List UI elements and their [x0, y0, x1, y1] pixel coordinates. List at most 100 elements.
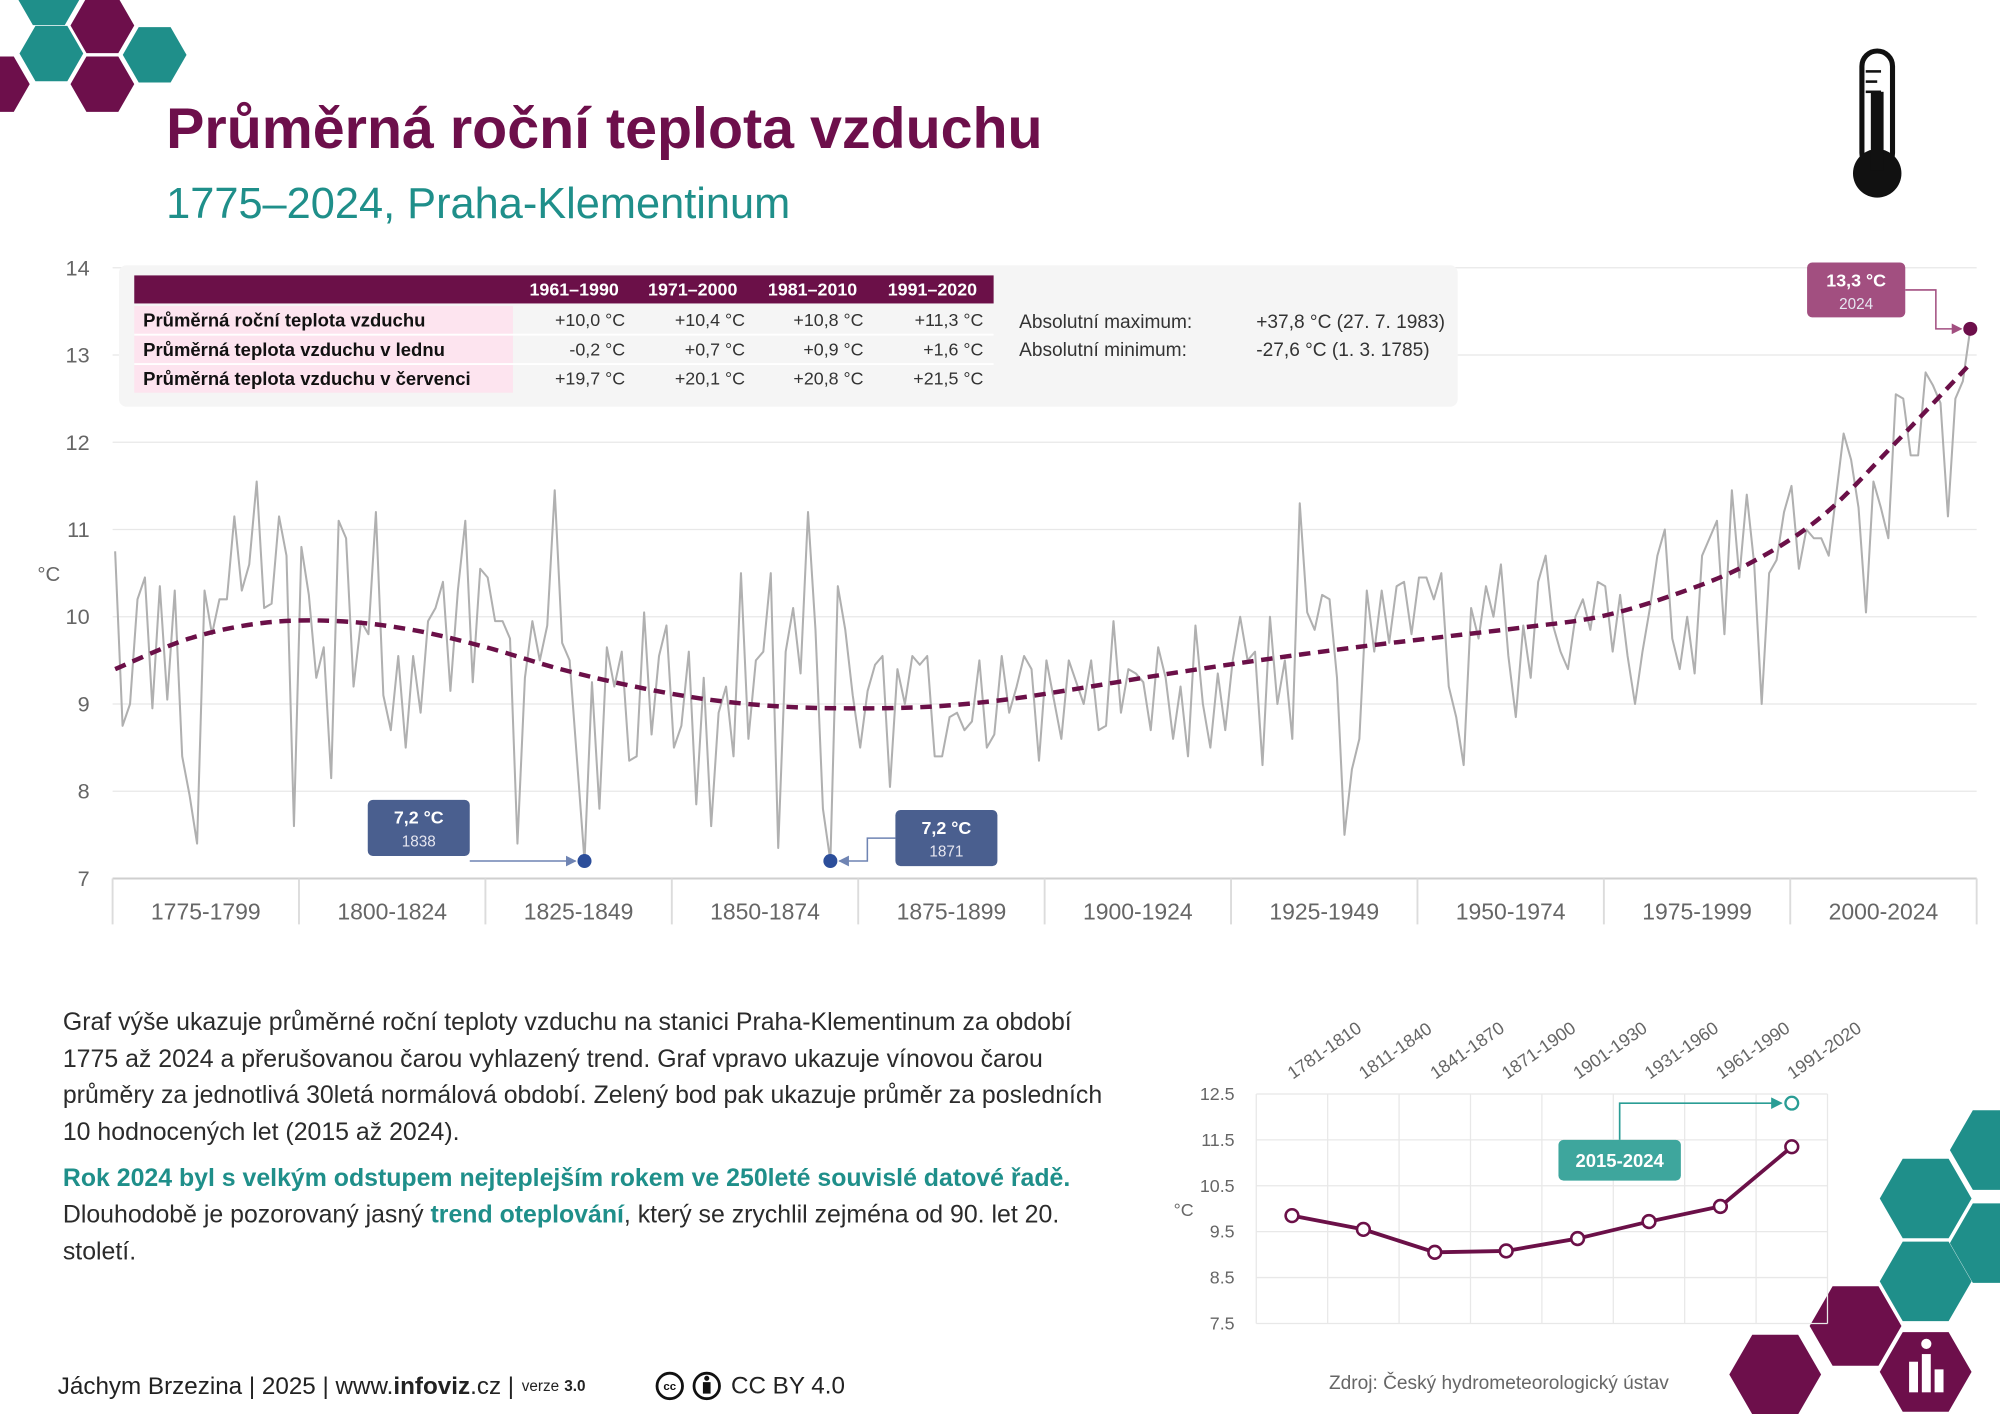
- annotation-value: 7,2 °C: [394, 808, 444, 828]
- annotation-value: 13,3 °C: [1826, 270, 1886, 290]
- column-header: 1971–2000: [648, 279, 737, 299]
- y-tick-label: 14: [66, 255, 90, 280]
- table-cell: +20,8 °C: [793, 369, 863, 389]
- hexagon: [0, 56, 30, 112]
- extreme-value: +37,8 °C (27. 7. 1983): [1256, 312, 1445, 333]
- emphasis: trend oteplování: [430, 1201, 624, 1230]
- x-tick-label: 1931-1960: [1641, 1018, 1722, 1083]
- normals-chart: 7.5 8.5 9.5 10.5 11.5 12.5 °C 1781-18101811-184…: [1174, 1018, 1865, 1334]
- table-cell: +10,0 °C: [555, 310, 625, 330]
- point: [1712, 1198, 1729, 1215]
- point: [1427, 1244, 1443, 1260]
- author: Jáchym Brzezina | 2025 | www.: [58, 1372, 394, 1399]
- hexagon: [70, 56, 135, 112]
- version: 3.0: [564, 1377, 585, 1394]
- point: [1284, 1207, 1300, 1224]
- paragraph: Rok 2024 byl s velkým odstupem nejteplej…: [63, 1161, 1134, 1270]
- annotation-year: 2024: [1839, 296, 1874, 313]
- hexagon: [70, 0, 135, 54]
- cc-icons: cc: [655, 1371, 721, 1401]
- x-tick-label: 1811-1840: [1355, 1018, 1435, 1083]
- y-tick-label: 8.5: [1210, 1268, 1235, 1288]
- icon-head: [1921, 1338, 1932, 1349]
- x-tick-label: 1775-1799: [151, 899, 261, 925]
- annotation-point: [823, 854, 838, 869]
- hexagon: [1949, 1110, 2000, 1190]
- point: [1498, 1243, 1514, 1259]
- hexagon: [1879, 1158, 1972, 1239]
- table-cell: +21,5 °C: [913, 369, 983, 389]
- icon-bar: [1921, 1354, 1931, 1393]
- row-label-bg: [134, 306, 513, 393]
- hexagon: [1729, 1334, 1822, 1414]
- row-label: Průměrná teplota vzduchu v lednu: [143, 339, 445, 360]
- annotation-box: [367, 799, 470, 856]
- x-tick-label: 1841-1870: [1426, 1018, 1507, 1083]
- table-cell: +19,7 °C: [555, 369, 625, 389]
- hexagon: [122, 27, 187, 83]
- highlight-label: 2015-2024: [1575, 1150, 1664, 1171]
- x-tick-label: 1925-1949: [1269, 899, 1379, 925]
- x-tick-label: 1850-1874: [710, 899, 820, 925]
- table-cell: +20,1 °C: [675, 369, 745, 389]
- normals-table: 1961–1990 1971–2000 1981–2010 1991–2020 Prům…: [118, 265, 1458, 407]
- hexagon: [19, 25, 84, 82]
- highlight-connector: [1618, 1097, 1783, 1140]
- table-cell: +10,4 °C: [675, 310, 745, 330]
- svg-text:cc: cc: [663, 1381, 676, 1393]
- x-tick-label: 1800-1824: [337, 899, 447, 925]
- source: Zdroj: Český hydrometeorologický ústav: [1329, 1372, 1669, 1394]
- x-tick-label: 1781-1810: [1284, 1018, 1365, 1083]
- y-tick-label: 12: [66, 430, 90, 455]
- annotation-connector: [838, 837, 896, 867]
- subtitle: 1775–2024, Praha-Klementinum: [166, 180, 790, 228]
- y-tick-label: 12.5: [1200, 1084, 1235, 1104]
- data-line: [114, 328, 1972, 863]
- annotation-box: [1807, 262, 1906, 318]
- tld: .cz |: [470, 1372, 514, 1399]
- x-tick-label: 1991-2020: [1784, 1018, 1865, 1083]
- y-tick-label: 13: [66, 343, 90, 368]
- x-tick-label: 1825-1849: [524, 899, 634, 925]
- y-tick-label: 7: [78, 866, 90, 891]
- y-tick-label: 7.5: [1210, 1313, 1235, 1333]
- extreme-value: -27,6 °C (1. 3. 1785): [1256, 340, 1429, 361]
- emphasis: Rok 2024 byl s velkým odstupem nejteplej…: [62, 1164, 1071, 1193]
- x-tick-label: 1975-1999: [1642, 899, 1752, 925]
- y-axis-label: °C: [1174, 1200, 1194, 1220]
- x-tick-label: 2000-2024: [1829, 899, 1939, 925]
- y-axis-label: °C: [37, 564, 60, 586]
- x-tick-label: 1875-1899: [897, 899, 1007, 925]
- y-tick-label: 10: [66, 604, 90, 629]
- y-tick-label: 9.5: [1210, 1222, 1235, 1242]
- annotation-point: [577, 854, 592, 869]
- hexagon: [1949, 1203, 2000, 1283]
- table-header: [134, 275, 994, 304]
- point: [1784, 1139, 1800, 1155]
- column-header: 1991–2020: [888, 279, 977, 299]
- highlight-point: [1784, 1095, 1800, 1111]
- column-header: 1961–1990: [529, 279, 618, 299]
- annotation-point: [1963, 321, 1978, 336]
- data-line: [1291, 1145, 1794, 1255]
- x-tick-label: 1871-1900: [1498, 1018, 1579, 1083]
- extreme-label: Absolutní minimum:: [1019, 340, 1187, 361]
- extreme-label: Absolutní maximum:: [1019, 312, 1192, 333]
- y-tick-label: 10.5: [1200, 1176, 1235, 1196]
- table-cell: +1,6 °C: [923, 339, 983, 359]
- paragraph: Graf výše ukazuje průměrné roční teploty…: [62, 1008, 1103, 1146]
- table-cell: -0,2 °C: [569, 339, 625, 359]
- row-label: Průměrná roční teplota vzduchu: [143, 310, 425, 331]
- point: [1569, 1230, 1586, 1247]
- hexagon: [18, 0, 80, 26]
- y-tick-label: 11: [67, 517, 89, 542]
- table-cell: +10,8 °C: [793, 310, 863, 330]
- trend-line: [114, 362, 1972, 711]
- annotation-box: [895, 810, 998, 867]
- text-block: Graf výše ukazuje průměrné roční teploty…: [62, 1008, 1134, 1270]
- y-tick-label: 8: [78, 779, 90, 804]
- y-tick-label: 9: [78, 691, 90, 716]
- annotation-connector: [1905, 289, 1963, 335]
